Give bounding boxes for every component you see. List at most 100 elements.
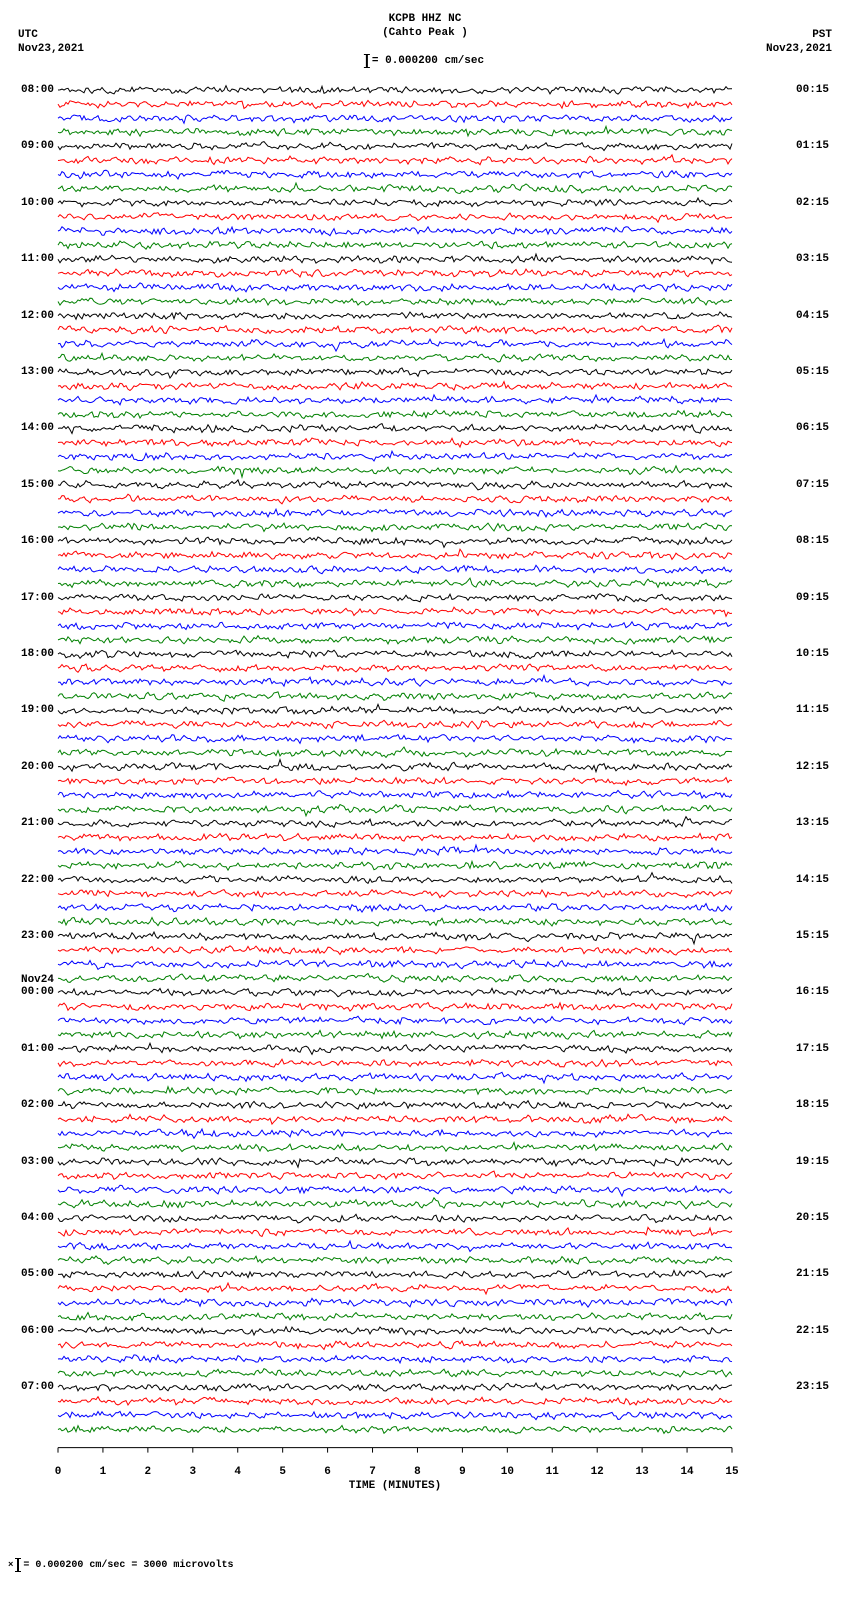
seismic-trace (58, 1114, 732, 1124)
seismic-trace (58, 1341, 732, 1349)
seismic-trace (58, 960, 732, 970)
seismic-trace (58, 1256, 732, 1265)
seismic-trace (58, 395, 732, 405)
left-tz: UTC (18, 28, 84, 42)
helicorder-svg (8, 78, 842, 1458)
right-hour-label: 16:15 (796, 987, 829, 998)
footer-prefix: × (8, 1560, 13, 1570)
seismic-trace (58, 339, 732, 351)
right-hour-label: 11:15 (796, 705, 829, 716)
seismic-trace (58, 1283, 732, 1294)
seismic-trace (58, 833, 732, 841)
seismic-trace (58, 932, 732, 944)
left-hour-label: 12:00 (21, 311, 54, 322)
right-hour-label: 14:15 (796, 875, 829, 886)
footer-text: = 0.000200 cm/sec = 3000 microvolts (23, 1560, 233, 1571)
seismic-trace (58, 650, 732, 659)
seismic-trace (58, 1016, 732, 1024)
seismic-trace (58, 241, 732, 249)
right-hour-label: 13:15 (796, 818, 829, 829)
right-hour-label: 02:15 (796, 198, 829, 209)
right-hour-label: 15:15 (796, 931, 829, 942)
x-tick-label: 10 (501, 1466, 514, 1478)
seismic-trace (58, 817, 732, 828)
right-hour-label: 05:15 (796, 367, 829, 378)
seismic-trace (58, 424, 732, 434)
seismic-trace (58, 1185, 732, 1196)
seismic-trace (58, 537, 732, 548)
left-hour-label: 08:00 (21, 85, 54, 96)
seismic-trace (58, 704, 732, 714)
seismic-trace (58, 904, 732, 913)
seismic-trace (58, 988, 732, 997)
left-hour-label: 03:00 (21, 1157, 54, 1168)
station-code: KCPB HHZ NC (382, 12, 468, 26)
seismic-trace (58, 1129, 732, 1138)
seismic-trace (58, 664, 732, 672)
seismic-trace (58, 183, 732, 194)
seismic-trace (58, 1198, 732, 1209)
seismic-trace (58, 283, 732, 292)
scale-text: = 0.000200 cm/sec (372, 55, 484, 67)
right-hour-label: 01:15 (796, 141, 829, 152)
seismic-trace (58, 1101, 732, 1109)
header-right: PST Nov23,2021 (766, 28, 832, 57)
x-tick-label: 15 (725, 1466, 738, 1478)
seismic-trace (58, 1158, 732, 1168)
seismic-trace (58, 100, 732, 108)
seismic-trace (58, 747, 732, 758)
left-hour-label: 19:00 (21, 705, 54, 716)
seismic-trace (58, 636, 732, 645)
right-hour-label: 21:15 (796, 1269, 829, 1280)
seismic-trace (58, 946, 732, 955)
seismic-trace (58, 790, 732, 799)
left-hour-label: 09:00 (21, 141, 54, 152)
right-hour-label: 23:15 (796, 1382, 829, 1393)
left-hour-label: 07:00 (21, 1382, 54, 1393)
seismic-trace (58, 1426, 732, 1434)
seismic-trace (58, 1383, 732, 1391)
seismic-trace (58, 382, 732, 391)
seismic-trace (58, 1003, 732, 1012)
seismic-trace (58, 777, 732, 785)
seismic-trace (58, 805, 732, 816)
left-hour-label: 05:00 (21, 1269, 54, 1280)
seismic-trace (58, 1214, 732, 1223)
right-hour-label: 09:15 (796, 593, 829, 604)
seismic-trace (58, 845, 732, 855)
seismic-trace (58, 451, 732, 461)
seismic-trace (58, 918, 732, 927)
seismic-trace (58, 1327, 732, 1335)
x-tick-label: 1 (100, 1466, 107, 1478)
left-hour-label: 06:00 (21, 1326, 54, 1337)
seismic-trace (58, 720, 732, 729)
right-hour-label: 08:15 (796, 536, 829, 547)
seismic-trace (58, 1143, 732, 1152)
seismic-trace (58, 494, 732, 504)
right-hour-label: 04:15 (796, 311, 829, 322)
seismic-trace (58, 1369, 732, 1377)
seismic-trace (58, 760, 732, 772)
right-hour-label: 17:15 (796, 1044, 829, 1055)
left-hour-label: 20:00 (21, 762, 54, 773)
seismic-trace (58, 861, 732, 870)
scale-indicator: = 0.000200 cm/sec (366, 54, 484, 68)
seismic-trace (58, 1270, 732, 1278)
seismic-trace (58, 269, 732, 277)
seismic-trace (58, 622, 732, 630)
x-tick-label: 8 (414, 1466, 421, 1478)
right-hour-label: 12:15 (796, 762, 829, 773)
seismic-trace (58, 1227, 732, 1236)
right-hour-label: 00:15 (796, 85, 829, 96)
x-tick-label: 0 (55, 1466, 62, 1478)
scale-bar-icon (17, 1558, 19, 1572)
seismic-trace (58, 325, 732, 334)
seismic-trace (58, 142, 732, 151)
left-hour-label: 13:00 (21, 367, 54, 378)
right-hour-label: 22:15 (796, 1326, 829, 1337)
seismic-trace (58, 1059, 732, 1067)
left-hour-label: 10:00 (21, 198, 54, 209)
left-hour-label: 21:00 (21, 818, 54, 829)
plot-area: 08:0009:0010:0011:0012:0013:0014:0015:00… (8, 78, 842, 1458)
right-hour-label: 07:15 (796, 480, 829, 491)
